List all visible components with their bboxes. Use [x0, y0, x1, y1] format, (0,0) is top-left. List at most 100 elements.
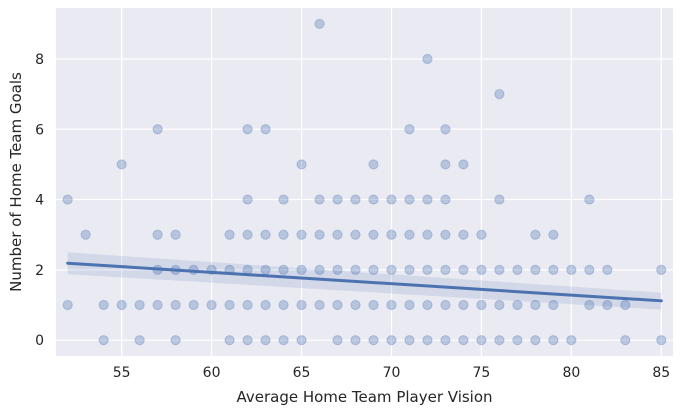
data-point	[134, 335, 145, 346]
data-point	[458, 299, 469, 311]
data-point	[440, 194, 451, 205]
data-point	[476, 299, 487, 311]
data-point	[368, 229, 379, 240]
data-point	[62, 194, 73, 205]
data-point	[242, 124, 253, 135]
data-point	[620, 335, 631, 346]
data-point	[278, 299, 289, 311]
y-tick-labels: 0 2 4 6 8	[35, 52, 44, 349]
y-tick-label: 6	[35, 122, 44, 138]
data-point	[350, 299, 361, 311]
data-point	[422, 229, 433, 240]
x-tick-label: 85	[652, 365, 670, 381]
data-point	[98, 335, 109, 346]
data-point	[494, 89, 505, 100]
data-point	[566, 335, 577, 346]
data-point	[314, 264, 325, 275]
data-point	[260, 299, 271, 311]
y-tick-label: 0	[35, 333, 44, 349]
data-point	[314, 229, 325, 240]
data-point	[584, 299, 595, 311]
data-point	[224, 299, 235, 311]
y-tick-label: 2	[35, 263, 44, 279]
data-point	[314, 299, 325, 311]
data-point	[566, 264, 577, 275]
data-point	[530, 299, 541, 311]
data-point	[386, 299, 397, 311]
data-point	[512, 299, 523, 311]
data-point	[494, 194, 505, 205]
data-point	[440, 335, 451, 346]
data-point	[170, 229, 181, 240]
data-point	[188, 299, 199, 311]
data-point	[80, 229, 91, 240]
data-point	[260, 229, 271, 240]
data-point	[584, 194, 595, 205]
data-point	[458, 264, 469, 275]
data-point	[404, 124, 415, 135]
data-point	[170, 335, 181, 346]
x-tick-label: 70	[383, 365, 401, 381]
data-point	[332, 229, 343, 240]
data-point	[494, 299, 505, 311]
data-point	[512, 264, 523, 275]
data-point	[98, 299, 109, 311]
data-point	[368, 194, 379, 205]
x-tick-label: 65	[293, 365, 311, 381]
data-point	[512, 335, 523, 346]
data-point	[224, 229, 235, 240]
data-point	[422, 53, 433, 65]
data-point	[548, 264, 559, 275]
data-point	[386, 335, 397, 346]
regression-line-layer	[66, 261, 663, 303]
data-point	[404, 299, 415, 311]
x-tick-labels: 55 60 65 70 75 80 85	[113, 365, 670, 381]
data-point	[548, 335, 559, 346]
data-point	[476, 229, 487, 240]
data-point	[278, 335, 289, 346]
x-axis-label: Average Home Team Player Vision	[236, 388, 492, 406]
data-point	[260, 335, 271, 346]
data-point	[350, 194, 361, 205]
data-point	[260, 124, 271, 135]
data-point	[152, 299, 163, 311]
data-point	[458, 229, 469, 240]
data-point	[422, 299, 433, 311]
data-point	[296, 159, 307, 170]
data-point	[476, 335, 487, 346]
data-point	[548, 299, 559, 311]
data-point	[404, 264, 415, 275]
x-tick-label: 55	[113, 365, 131, 381]
x-tick-label: 80	[562, 365, 580, 381]
data-point	[116, 159, 127, 170]
data-point	[404, 335, 415, 346]
data-point	[386, 264, 397, 275]
data-point	[368, 264, 379, 275]
data-points	[62, 18, 667, 346]
data-point	[296, 264, 307, 275]
data-point	[278, 264, 289, 275]
data-point	[440, 299, 451, 311]
data-point	[242, 335, 253, 346]
data-point	[440, 124, 451, 135]
data-point	[440, 264, 451, 275]
data-point	[404, 229, 415, 240]
x-tick-label: 75	[473, 365, 491, 381]
data-point	[530, 264, 541, 275]
plot-area	[56, 8, 673, 356]
data-point	[62, 299, 73, 311]
data-point	[242, 194, 253, 205]
data-point	[404, 194, 415, 205]
data-point	[350, 335, 361, 346]
data-point	[350, 264, 361, 275]
data-point	[368, 299, 379, 311]
data-point	[602, 264, 613, 275]
data-point	[422, 335, 433, 346]
data-point	[260, 264, 271, 275]
data-point	[134, 299, 145, 311]
data-point	[224, 335, 235, 346]
data-point	[548, 229, 559, 240]
data-point	[368, 159, 379, 170]
regression-line	[66, 261, 663, 303]
